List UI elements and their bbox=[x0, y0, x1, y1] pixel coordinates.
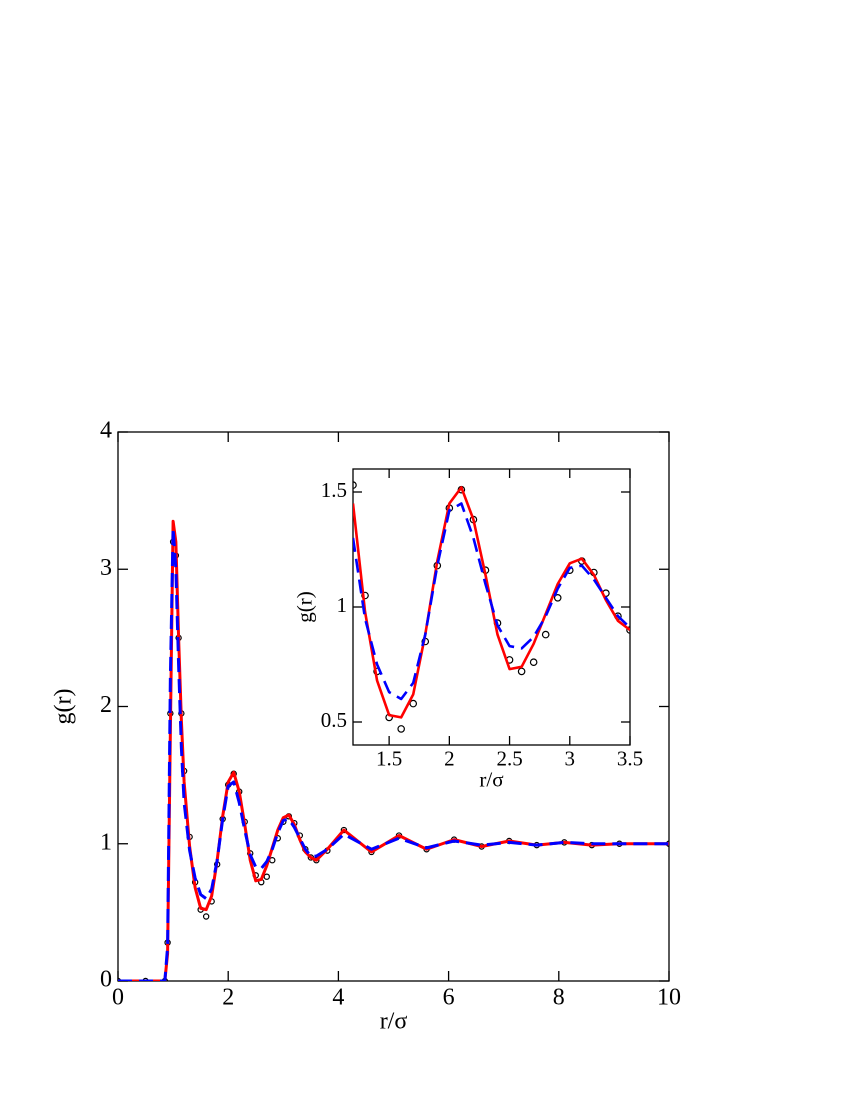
data-point bbox=[142, 977, 149, 981]
x-axis-label: r/σ bbox=[479, 768, 503, 792]
x-axis-label: r/σ bbox=[380, 1009, 408, 1035]
data-layer bbox=[353, 481, 630, 733]
data-point bbox=[263, 873, 270, 880]
data-point bbox=[397, 725, 405, 733]
plot: 1.5 2 2.5 3 3.5 0.5 1 1.5 r/σ g(r) bbox=[293, 468, 643, 792]
x-tick-label: 0 bbox=[112, 985, 124, 1011]
data-point bbox=[202, 913, 210, 920]
data-point bbox=[529, 658, 538, 667]
y-tick-label: 0 bbox=[100, 967, 112, 993]
y-tick-label: 1.5 bbox=[321, 478, 347, 502]
x-tick-label: 3.5 bbox=[617, 747, 643, 771]
data-point bbox=[626, 626, 630, 634]
data-point bbox=[517, 667, 526, 676]
x-tick-label: 3 bbox=[565, 747, 576, 771]
y-tick-label: 1 bbox=[100, 829, 112, 855]
x-tick-label: 2 bbox=[444, 747, 455, 771]
y-axis-label: g(r) bbox=[51, 689, 77, 725]
data-line bbox=[118, 526, 669, 981]
y-tick-label: 1 bbox=[337, 593, 348, 617]
x-tick-label: 8 bbox=[553, 985, 565, 1011]
data-point bbox=[340, 826, 348, 834]
y-tick-label: 3 bbox=[100, 555, 112, 581]
data-point bbox=[409, 699, 418, 708]
y-tick-label: 4 bbox=[100, 418, 112, 444]
x-tick-label: 2.5 bbox=[496, 747, 522, 771]
x-tick-label: 6 bbox=[443, 985, 455, 1011]
y-tick-label: 0.5 bbox=[321, 708, 347, 732]
data-point bbox=[361, 591, 369, 600]
x-tick-label: 4 bbox=[332, 985, 344, 1011]
data-point bbox=[553, 593, 562, 602]
y-axis-label: g(r) bbox=[293, 591, 317, 622]
data-layer bbox=[118, 519, 669, 981]
y-tick-label: 2 bbox=[100, 692, 112, 718]
x-tick-label: 2 bbox=[222, 985, 234, 1011]
data-point bbox=[118, 977, 122, 981]
x-tick-label: 1.5 bbox=[376, 747, 402, 771]
data-point bbox=[541, 630, 550, 639]
data-point bbox=[353, 481, 357, 489]
x-tick-label: 10 bbox=[657, 985, 681, 1011]
data-line bbox=[353, 502, 630, 701]
